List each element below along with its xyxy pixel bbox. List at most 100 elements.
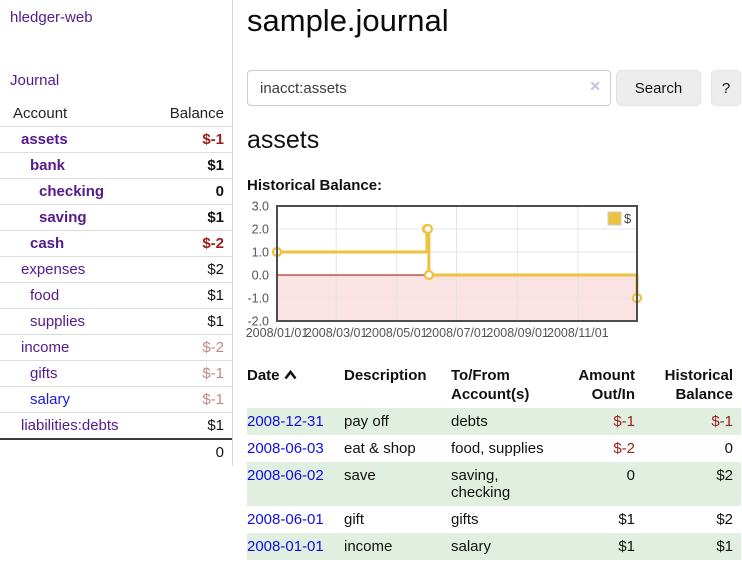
svg-text:3.0: 3.0 [252, 200, 269, 214]
svg-text:2008/09/01: 2008/09/01 [486, 326, 549, 340]
clear-search-icon[interactable]: ✕ [589, 78, 601, 94]
svg-text:2008/07/01: 2008/07/01 [425, 326, 488, 340]
sidebar-account-row: food $1 [0, 282, 232, 308]
svg-text:2008/11/01: 2008/11/01 [547, 326, 609, 340]
register-accounts: saving, checking [451, 467, 511, 501]
sidebar-account-link[interactable]: supplies [30, 313, 86, 330]
register-accounts: debts [451, 413, 488, 430]
sidebar-account-link[interactable]: saving [39, 209, 87, 226]
register-date-link[interactable]: 2008-06-01 [247, 511, 324, 528]
register-date-link[interactable]: 2008-12-31 [247, 413, 324, 430]
column-header-amount: Amount Out/In [578, 367, 635, 403]
column-header-date[interactable]: Date [247, 362, 344, 408]
app-brand-link[interactable]: hledger-web [10, 9, 93, 26]
sidebar-account-row: supplies $1 [0, 308, 232, 334]
balance-chart-svg: 3.0 2.0 1.0 0.0 -1.0 -2.02008/01/012008/03/01… [246, 200, 643, 340]
main-content: sample.journal ✕ Search ? assets Histori… [233, 0, 742, 582]
register-balance: $2 [716, 467, 733, 484]
sidebar-account-row: income $-2 [0, 334, 232, 360]
register-balance: $2 [716, 511, 733, 528]
svg-text:-2.0: -2.0 [247, 315, 269, 329]
help-button[interactable]: ? [711, 70, 741, 106]
register-amount: $-1 [613, 413, 635, 430]
register-description: eat & shop [344, 440, 416, 457]
chart-label: Historical Balance: [247, 177, 383, 194]
sidebar-account-balance: $-1 [202, 365, 224, 382]
search-form: ✕ Search ? [247, 70, 742, 106]
sidebar-account-balance: $-1 [202, 391, 224, 408]
svg-text:2008/03/01: 2008/03/01 [305, 326, 368, 340]
register-header-row: Date Description To/From Account(s) Amou… [247, 362, 741, 408]
sidebar-accounts-table: Account Balance assets $-1 bank $1 check… [0, 102, 232, 465]
account-column-header: Account [13, 105, 68, 122]
sidebar-accounts-rows: assets $-1 bank $1 checking 0 saving $1 … [0, 126, 232, 438]
sort-ascending-icon [283, 367, 297, 384]
page-title: sample.journal [247, 3, 449, 38]
svg-text:2.0: 2.0 [252, 223, 269, 237]
sidebar-account-balance: $1 [207, 417, 224, 434]
sidebar-account-balance: $2 [207, 261, 224, 278]
sidebar-account-row: assets $-1 [0, 126, 232, 152]
register-balance: $1 [716, 538, 733, 555]
register-description: save [344, 467, 376, 484]
register-description: pay off [344, 413, 389, 430]
sidebar-account-balance: $1 [207, 313, 224, 330]
sidebar-account-link[interactable]: expenses [21, 261, 86, 278]
sidebar-account-link[interactable]: cash [30, 235, 65, 252]
sidebar-accounts-header: Account Balance [0, 102, 232, 126]
register-balance: 0 [724, 440, 733, 457]
register-row: 2008-01-01 income salary $1 $1 [247, 533, 741, 560]
sidebar-account-link[interactable]: liabilities:debts [21, 417, 119, 434]
register-date-link[interactable]: 2008-01-01 [247, 538, 324, 555]
sidebar-account-balance: $-2 [202, 235, 224, 252]
register-amount: $-2 [613, 440, 635, 457]
svg-text:2008/05/01: 2008/05/01 [365, 326, 428, 340]
register-amount: $1 [618, 511, 635, 528]
column-header-balance: Historical Balance [664, 367, 733, 403]
date-header-label: Date [247, 367, 280, 384]
register-amount: $1 [618, 538, 635, 555]
sidebar-account-link[interactable]: bank [30, 157, 66, 174]
sidebar-account-link[interactable]: assets [21, 131, 68, 148]
historical-balance-chart: 3.0 2.0 1.0 0.0 -1.0 -2.0 2008/01/01 2008/03/01… [242, 199, 742, 346]
sidebar-account-balance: $1 [207, 287, 224, 304]
sidebar-account-row: cash $-2 [0, 230, 232, 256]
sidebar-account-balance: $-2 [202, 339, 224, 356]
sidebar-account-link[interactable]: checking [39, 183, 105, 200]
nav-journal-link[interactable]: Journal [10, 72, 60, 89]
register-date-link[interactable]: 2008-06-03 [247, 440, 324, 457]
register-row: 2008-06-01 gift gifts $1 $2 [247, 506, 741, 533]
search-button[interactable]: Search [616, 70, 701, 106]
sidebar-account-row: salary $-1 [0, 386, 232, 412]
svg-text:1.0: 1.0 [252, 246, 269, 260]
register-row: 2008-06-03 eat & shop food, supplies $-2… [247, 435, 741, 462]
register-balance: $-1 [711, 413, 733, 430]
svg-text:2008/01/01: 2008/01/01 [246, 326, 309, 340]
sidebar-account-balance: $1 [207, 157, 224, 174]
register-accounts: salary [451, 538, 492, 555]
register-row: 2008-06-02 save saving, checking 0 $2 [247, 462, 741, 506]
sidebar-account-row: saving $1 [0, 204, 232, 230]
column-header-accounts: To/From Account(s) [451, 367, 530, 403]
account-title: assets [247, 126, 320, 154]
sidebar-account-row: liabilities:debts $1 [0, 412, 232, 438]
sidebar-account-row: gifts $-1 [0, 360, 232, 386]
sidebar-account-link[interactable]: gifts [30, 365, 58, 382]
register-date-link[interactable]: 2008-06-02 [247, 467, 324, 484]
sidebar-account-link[interactable]: food [30, 287, 60, 304]
register-description: gift [344, 511, 365, 528]
sidebar-account-balance: $-1 [202, 131, 224, 148]
sidebar-account-link[interactable]: salary [30, 391, 71, 408]
balance-column-header: Balance [169, 105, 224, 122]
svg-text:0.0: 0.0 [252, 269, 269, 283]
register-amount: 0 [626, 467, 635, 484]
sidebar-account-row: expenses $2 [0, 256, 232, 282]
svg-text:-1.0: -1.0 [247, 292, 269, 306]
sidebar-account-balance: $1 [207, 209, 224, 226]
register-description: income [344, 538, 393, 555]
sidebar-account-link[interactable]: income [21, 339, 70, 356]
sidebar-account-balance: 0 [215, 183, 224, 200]
column-header-description: Description [344, 367, 427, 384]
register-accounts: food, supplies [451, 440, 544, 457]
search-input[interactable] [247, 70, 611, 106]
